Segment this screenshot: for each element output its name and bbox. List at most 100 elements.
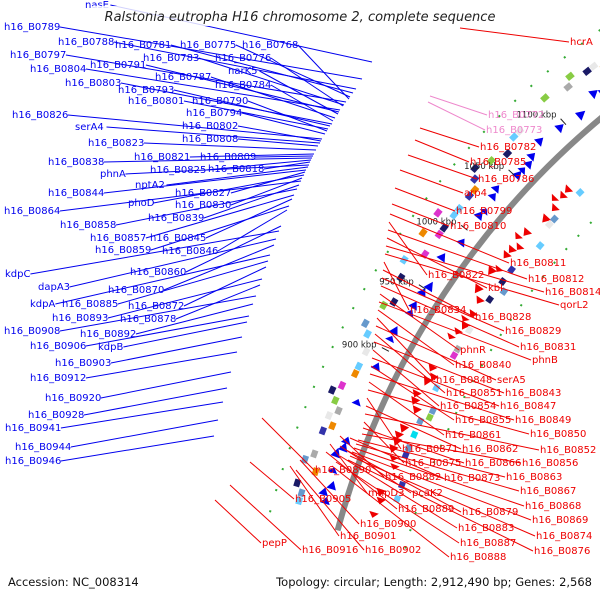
- gene-label[interactable]: h16_B0852: [540, 445, 596, 456]
- gene-label[interactable]: h16_B0772: [488, 110, 544, 121]
- gene-label[interactable]: dapA3: [38, 282, 70, 293]
- gene-label[interactable]: h16_B0860: [130, 267, 186, 278]
- gene-label[interactable]: h16_B0941: [5, 423, 61, 434]
- gene-label[interactable]: h16_B0839: [148, 213, 204, 224]
- gene-label[interactable]: h16_B0876: [534, 546, 590, 557]
- gene-label[interactable]: h16_B0887: [460, 538, 516, 549]
- gene-label[interactable]: h16_B0906: [30, 341, 86, 352]
- gene-label[interactable]: h16_B0825: [150, 165, 206, 176]
- gene-label[interactable]: h16_B0789: [4, 22, 60, 33]
- gene-label[interactable]: h16_B0928: [28, 410, 84, 421]
- gene-label[interactable]: h16_B0828: [475, 312, 531, 323]
- gene-label[interactable]: h16_B0834: [410, 305, 466, 316]
- gene-label[interactable]: h16_B0811: [510, 258, 566, 269]
- gene-label[interactable]: serA4: [75, 122, 104, 133]
- gene-label[interactable]: h16_B0847: [500, 401, 556, 412]
- gene-label[interactable]: h16_B0888: [450, 552, 506, 563]
- gene-label[interactable]: qorL2: [560, 300, 589, 311]
- gene-label[interactable]: h16_B0902: [365, 545, 421, 556]
- gene-label[interactable]: h16_B0823: [88, 138, 144, 149]
- gene-label[interactable]: h16_B0863: [506, 472, 562, 483]
- gene-label[interactable]: kdpC: [5, 269, 30, 280]
- gene-label[interactable]: h16_B0856: [522, 458, 578, 469]
- gene-label[interactable]: h16_B0889: [398, 504, 454, 515]
- gene-label[interactable]: h16_B0920: [45, 393, 101, 404]
- gene-label[interactable]: h16_B0786: [478, 174, 534, 185]
- gene-label[interactable]: h16_B0848: [436, 375, 492, 386]
- gene-label[interactable]: h16_B0883: [458, 523, 514, 534]
- gene-label[interactable]: h16_B0773: [486, 125, 542, 136]
- gene-label[interactable]: h16_B0822: [428, 270, 484, 281]
- gene-label[interactable]: h16_B0803: [65, 78, 121, 89]
- gene-label[interactable]: h16_B0912: [30, 373, 86, 384]
- gene-label[interactable]: h16_B0849: [515, 415, 571, 426]
- gene-label[interactable]: h16_B0855: [455, 415, 511, 426]
- gene-label[interactable]: h16_B0827: [175, 188, 231, 199]
- gene-label[interactable]: h16_B0846: [162, 246, 218, 257]
- gene-label[interactable]: h16_B0878: [120, 314, 176, 325]
- gene-label[interactable]: h16_B0783: [143, 53, 199, 64]
- gene-label[interactable]: h16_B0861: [445, 430, 501, 441]
- gene-label[interactable]: pcaK2: [412, 488, 443, 499]
- gene-label[interactable]: h16_B0776: [215, 53, 271, 64]
- gene-label[interactable]: h16_B0794: [186, 108, 242, 119]
- gene-label[interactable]: h16_B0797: [10, 50, 66, 61]
- gene-label[interactable]: h16_B0826: [12, 110, 68, 121]
- gene-label[interactable]: h16_B0869: [532, 515, 588, 526]
- gene-label[interactable]: kdpA: [30, 299, 55, 310]
- gene-label[interactable]: h16_B0788: [58, 37, 114, 48]
- gene-label[interactable]: h16_B0893: [52, 313, 108, 324]
- gene-label[interactable]: h16_B0882: [385, 472, 441, 483]
- gene-label[interactable]: h16_B0838: [48, 157, 104, 168]
- gene-label[interactable]: h16_B0879: [462, 507, 518, 518]
- gene-labels[interactable]: nasE h16_B0789 h16_B0788 h16_B0781 h16_B0775…: [4, 0, 600, 563]
- gene-label[interactable]: h16_B0831: [520, 342, 576, 353]
- gene-label[interactable]: h16_B0885: [62, 299, 118, 310]
- gene-label[interactable]: h16_B0862: [462, 444, 518, 455]
- gene-label[interactable]: narK5: [228, 66, 258, 77]
- gene-label[interactable]: h16_B0903: [55, 358, 111, 369]
- gene-label[interactable]: h16_B0873: [444, 473, 500, 484]
- gene-label[interactable]: phnA: [100, 169, 126, 180]
- gene-label[interactable]: h16_B0870: [108, 285, 164, 296]
- gene-label[interactable]: h16_B0785: [470, 157, 526, 168]
- gene-label[interactable]: h16_B0814: [545, 287, 600, 298]
- gene-label[interactable]: h16_B0857: [90, 233, 146, 244]
- gene-label[interactable]: h16_B0946: [5, 456, 61, 467]
- gene-label[interactable]: mhpD3: [368, 488, 405, 499]
- gene-label[interactable]: arp4: [464, 188, 487, 199]
- gene-label[interactable]: nptA2: [135, 180, 165, 191]
- gene-label[interactable]: h16_B0782: [480, 142, 536, 153]
- gene-label[interactable]: h16_B0875: [405, 458, 461, 469]
- gene-label[interactable]: h16_B0840: [455, 360, 511, 371]
- gene-label[interactable]: h16_B0864: [4, 206, 60, 217]
- gene-label[interactable]: h16_B0821: [134, 152, 190, 163]
- gene-label[interactable]: h16_B0874: [536, 531, 592, 542]
- gene-label[interactable]: h16_B0801: [128, 96, 184, 107]
- gene-label[interactable]: h16_B0916: [302, 545, 358, 556]
- gene-label[interactable]: h16_B0784: [215, 80, 271, 91]
- gene-label[interactable]: h16_B0858: [60, 220, 116, 231]
- gene-label[interactable]: h16_B0872: [128, 301, 184, 312]
- gene-label[interactable]: h16_B0810: [450, 221, 506, 232]
- gene-label[interactable]: h16_B0775: [180, 40, 236, 51]
- gene-label[interactable]: h16_B0867: [520, 486, 576, 497]
- gene-label[interactable]: pepP: [262, 538, 287, 549]
- gene-label[interactable]: phnR: [460, 345, 486, 356]
- gene-label[interactable]: phnB: [532, 355, 558, 366]
- gene-label[interactable]: h16_B0830: [175, 200, 231, 211]
- gene-label[interactable]: h16_B0843: [505, 388, 561, 399]
- gene-label[interactable]: h16_B0829: [505, 326, 561, 337]
- gene-label[interactable]: h16_B0866: [465, 458, 521, 469]
- gene-label[interactable]: h16_B0944: [15, 442, 71, 453]
- gene-label[interactable]: h16_B0812: [528, 274, 584, 285]
- gene-label[interactable]: h16_B0871: [402, 444, 458, 455]
- gene-label[interactable]: h16_B0768: [242, 40, 298, 51]
- gene-label[interactable]: nasE: [85, 0, 109, 11]
- gene-label[interactable]: h16_B0901: [340, 531, 396, 542]
- gene-label[interactable]: h16_B0908: [4, 326, 60, 337]
- gene-label[interactable]: h16_B0808: [182, 134, 238, 145]
- gene-label[interactable]: kbl: [488, 283, 503, 294]
- gene-label[interactable]: h16_B0851: [446, 388, 502, 399]
